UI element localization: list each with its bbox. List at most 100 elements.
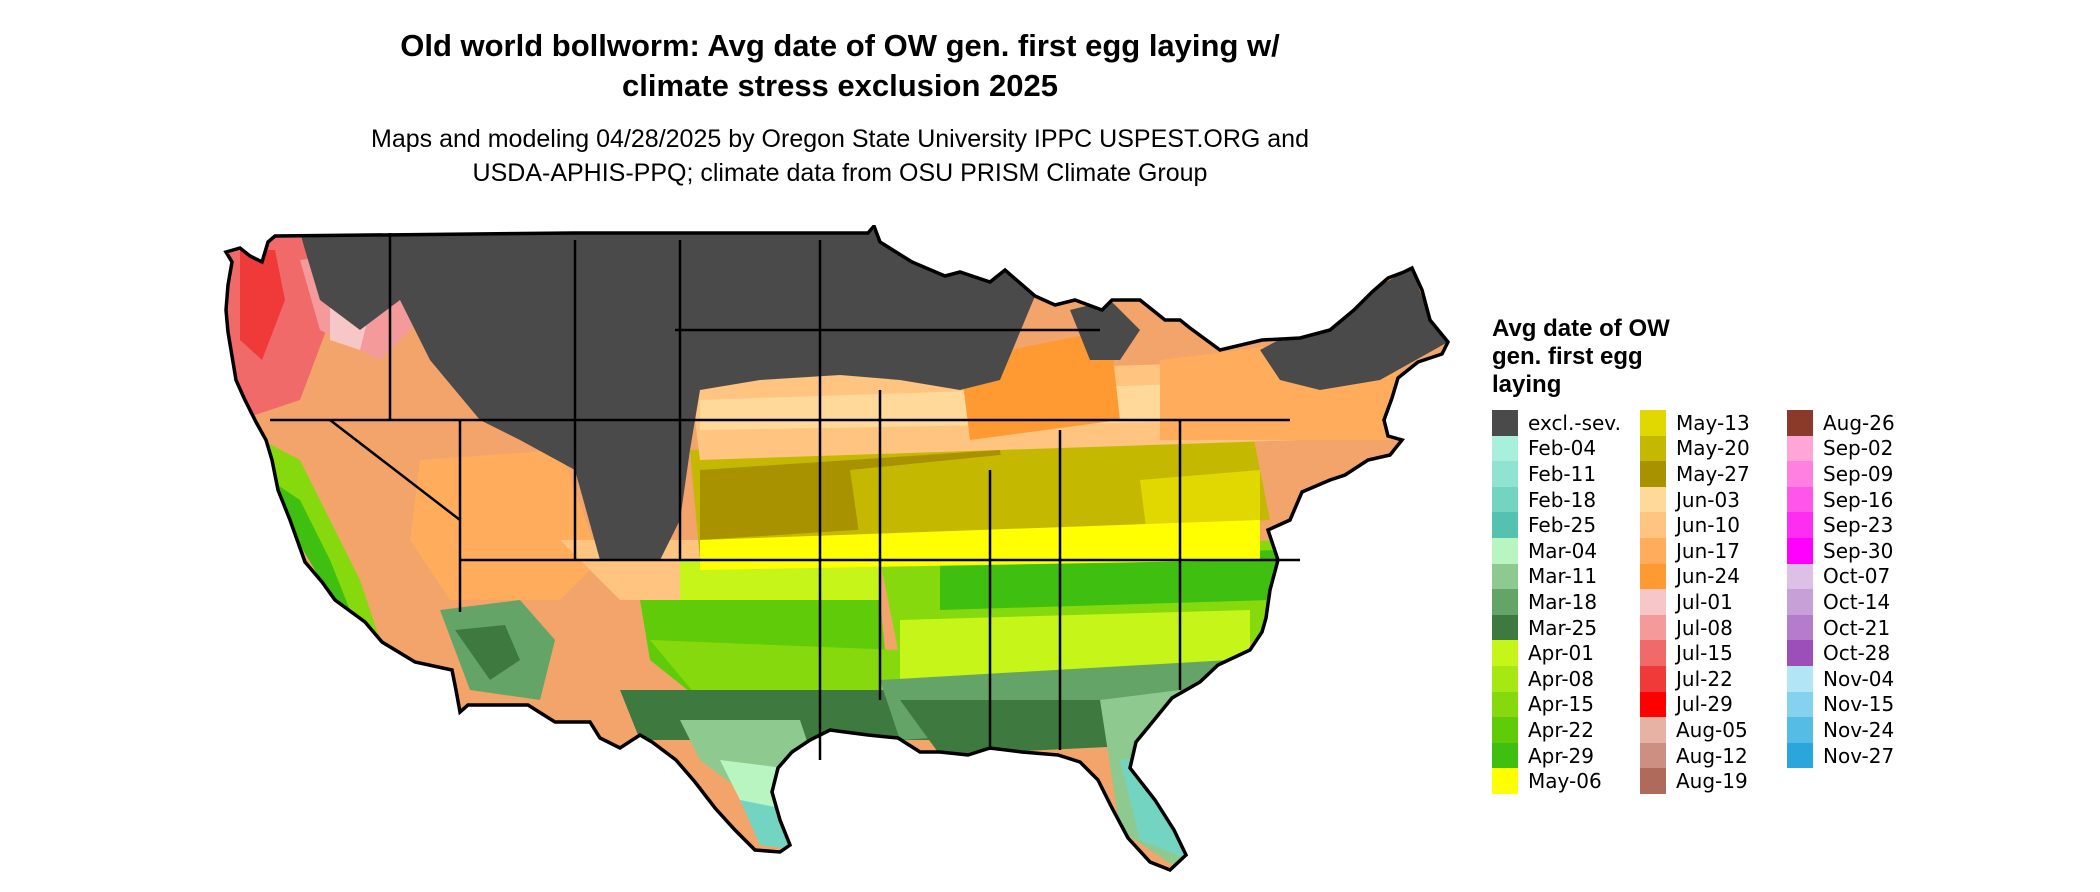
legend-swatch — [1492, 486, 1518, 513]
legend-swatch — [1640, 486, 1666, 513]
legend-swatch — [1492, 665, 1518, 692]
legend-label: Aug-26 — [1823, 410, 1895, 435]
legend-swatch — [1640, 537, 1666, 564]
legend-label: Feb-18 — [1528, 487, 1597, 512]
legend-item: Feb-04 — [1492, 435, 1621, 462]
legend-item: May-20 — [1640, 435, 1750, 462]
legend-item: Nov-24 — [1787, 717, 1895, 743]
legend-swatch — [1492, 410, 1518, 436]
legend-label: Aug-05 — [1676, 717, 1748, 742]
legend-label: Nov-15 — [1823, 692, 1895, 717]
legend-swatch — [1640, 614, 1666, 641]
legend-swatch — [1787, 461, 1813, 487]
legend-label: Jul-15 — [1676, 641, 1733, 666]
legend-item: Apr-08 — [1492, 665, 1621, 692]
legend-swatch — [1492, 717, 1518, 743]
legend-item: Oct-07 — [1787, 563, 1895, 590]
legend-label: Oct-21 — [1823, 615, 1891, 640]
legend-swatch — [1787, 717, 1813, 743]
legend-item: Apr-29 — [1492, 742, 1621, 769]
legend-label: Feb-11 — [1528, 461, 1597, 486]
legend-item: Apr-01 — [1492, 640, 1621, 666]
legend-item: Oct-21 — [1787, 614, 1895, 641]
legend-label: Sep-23 — [1823, 513, 1894, 538]
legend-column: May-13 May-20 May-27 Jun-03 Jun-10 Jun-17 Jun-… — [1640, 410, 1750, 794]
legend-label: Jul-29 — [1676, 692, 1733, 717]
legend-swatch — [1492, 461, 1518, 487]
legend-label: Jun-24 — [1676, 564, 1740, 589]
legend-item: Apr-15 — [1492, 691, 1621, 718]
legend-swatch — [1787, 742, 1813, 769]
legend-item: Mar-04 — [1492, 537, 1621, 564]
legend-item: Apr-22 — [1492, 717, 1621, 743]
legend-label: Mar-18 — [1528, 589, 1598, 614]
legend-item: Oct-14 — [1787, 589, 1895, 615]
legend-item: Jun-03 — [1640, 486, 1750, 513]
legend-swatch — [1492, 563, 1518, 590]
legend-item: Jul-01 — [1640, 589, 1750, 615]
legend-swatch — [1640, 717, 1666, 743]
legend-label: Mar-25 — [1528, 615, 1598, 640]
legend-swatch — [1787, 512, 1813, 538]
legend-label: Sep-16 — [1823, 487, 1894, 512]
map-title-line-2: climate stress exclusion 2025 — [622, 68, 1058, 103]
legend-label: Mar-04 — [1528, 538, 1598, 563]
legend-item: Sep-16 — [1787, 486, 1895, 513]
legend-label: Oct-28 — [1823, 641, 1891, 666]
legend-swatch — [1492, 512, 1518, 538]
legend-swatch — [1492, 768, 1518, 794]
map-subtitle-line-2: USDA-APHIS-PPQ; climate data from OSU PR… — [472, 159, 1208, 187]
legend-swatch — [1787, 410, 1813, 436]
legend-item: Jun-24 — [1640, 563, 1750, 590]
legend-label: Mar-11 — [1528, 564, 1598, 589]
legend-label: Sep-02 — [1823, 436, 1894, 461]
legend-label: Nov-04 — [1823, 666, 1895, 691]
legend-label: May-06 — [1528, 769, 1602, 794]
legend-swatch — [1640, 410, 1666, 436]
legend-swatch — [1492, 537, 1518, 564]
legend-swatch — [1787, 537, 1813, 564]
legend-label: Nov-27 — [1823, 743, 1895, 768]
legend-swatch — [1640, 640, 1666, 666]
legend-swatch — [1492, 742, 1518, 769]
legend-item: Jul-22 — [1640, 665, 1750, 692]
legend-swatch — [1640, 589, 1666, 615]
legend-label: May-27 — [1676, 461, 1750, 486]
legend-item: Sep-09 — [1787, 461, 1895, 487]
legend-item: Mar-25 — [1492, 614, 1621, 641]
legend-column: Aug-26 Sep-02 Sep-09 Sep-16 Sep-23 Sep-30 Oct-… — [1787, 410, 1895, 769]
legend-swatch — [1492, 589, 1518, 615]
legend-swatch — [1640, 768, 1666, 794]
legend-item: Aug-12 — [1640, 742, 1750, 769]
legend-item: Aug-05 — [1640, 717, 1750, 743]
legend-label: Apr-29 — [1528, 743, 1594, 768]
legend-label: Feb-04 — [1528, 436, 1597, 461]
state-borders — [270, 233, 1300, 760]
legend-item: Jul-15 — [1640, 640, 1750, 666]
legend-label: Feb-25 — [1528, 513, 1597, 538]
legend-label: May-20 — [1676, 436, 1750, 461]
legend-swatch — [1787, 640, 1813, 666]
legend-label: Jun-10 — [1676, 513, 1740, 538]
legend-label: Apr-15 — [1528, 692, 1594, 717]
legend-item: Sep-02 — [1787, 435, 1895, 462]
legend-item: Feb-18 — [1492, 486, 1621, 513]
legend-swatch — [1492, 614, 1518, 641]
legend-item: May-06 — [1492, 768, 1621, 794]
legend-label: Jul-08 — [1676, 615, 1733, 640]
legend-swatch — [1492, 691, 1518, 718]
legend-item: excl.-sev. — [1492, 410, 1621, 436]
legend-label: Apr-22 — [1528, 717, 1594, 742]
map-subtitle: Maps and modeling 04/28/2025 by Oregon S… — [300, 122, 1380, 190]
legend-label: Oct-14 — [1823, 589, 1891, 614]
legend-swatch — [1787, 589, 1813, 615]
legend-swatch — [1787, 563, 1813, 590]
legend-label: Nov-24 — [1823, 717, 1895, 742]
legend-swatch — [1492, 640, 1518, 666]
legend-swatch — [1640, 563, 1666, 590]
legend-label: Sep-09 — [1823, 461, 1894, 486]
legend-label: Jun-17 — [1676, 538, 1740, 563]
legend-swatch — [1640, 742, 1666, 769]
legend-item: Mar-18 — [1492, 589, 1621, 615]
legend-swatch — [1787, 614, 1813, 641]
